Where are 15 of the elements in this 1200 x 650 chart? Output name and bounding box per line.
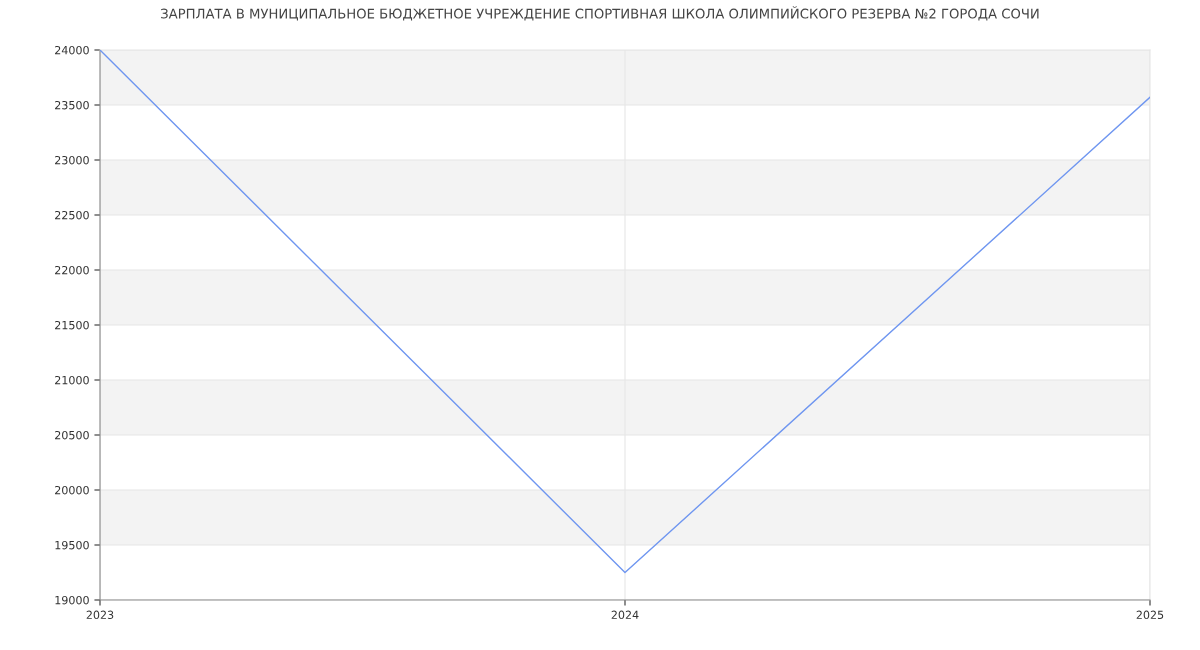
y-tick-label: 22000 <box>55 265 89 275</box>
chart-title: ЗАРПЛАТА В МУНИЦИПАЛЬНОЕ БЮДЖЕТНОЕ УЧРЕЖДЕНИЕ СПОРТИВНАЯ ШКОЛА ОЛИМПИЙСКОГО РЕЗЕРВА №2 ГОРОДА СОЧИ <box>161 6 1039 21</box>
y-tick-label: 19500 <box>55 540 89 550</box>
y-tick-label: 20500 <box>55 430 89 440</box>
y-tick-label: 24000 <box>55 45 89 55</box>
y-tick-label: 21000 <box>55 375 89 385</box>
x-tick-label: 2023 <box>86 610 114 620</box>
x-tick-label: 2025 <box>1136 610 1164 620</box>
y-tick-label: 19000 <box>55 595 89 605</box>
y-tick-label: 23500 <box>55 100 89 110</box>
y-tick-label: 21500 <box>55 320 89 330</box>
y-tick-label: 20000 <box>55 485 89 495</box>
y-tick-label: 22500 <box>55 210 89 220</box>
y-tick-label: 23000 <box>55 155 89 165</box>
x-tick-label: 2024 <box>611 610 639 620</box>
